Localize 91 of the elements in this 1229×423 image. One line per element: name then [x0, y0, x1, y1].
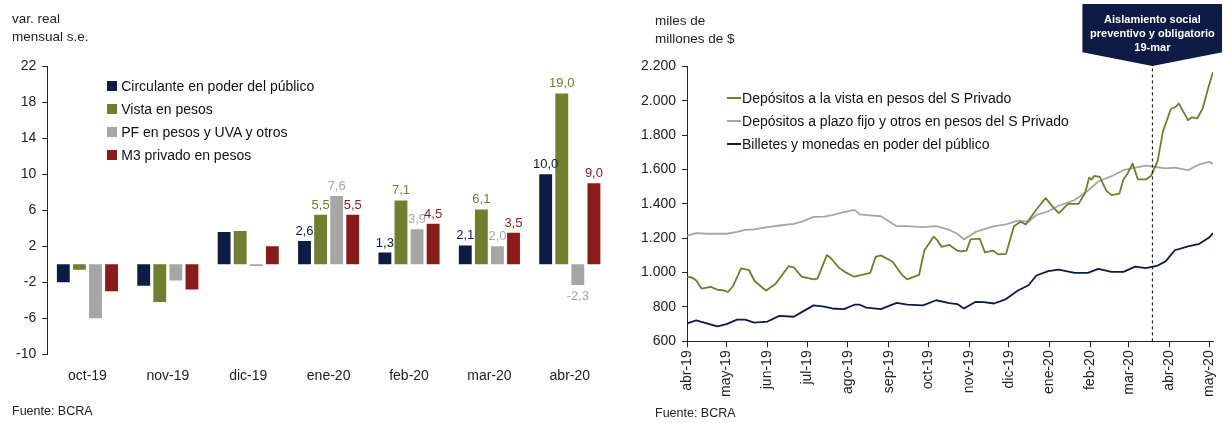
data-label: 3,5 [504, 214, 523, 230]
data-label: 4,5 [424, 205, 443, 221]
x-tick-label: ago-19 [838, 350, 855, 394]
bar [410, 229, 424, 265]
y-tick-label: 2 [28, 237, 37, 254]
data-label: 6,1 [472, 191, 491, 207]
x-tick-label: mar-20 [1119, 350, 1136, 395]
bar [298, 240, 311, 265]
bar [330, 195, 344, 265]
x-tick-label: feb-20 [389, 367, 430, 384]
y-tick-label: 800 [652, 297, 677, 314]
bar [426, 223, 440, 265]
bar [153, 264, 167, 303]
y-tick-label: -2 [23, 273, 37, 290]
bar [507, 232, 520, 265]
bar [105, 264, 118, 292]
data-label: -2,3 [566, 288, 590, 304]
data-label: 2,6 [295, 222, 314, 238]
x-tick-label: jul-19 [797, 350, 814, 386]
y-tick-label: 2.200 [640, 57, 677, 74]
legend-label: Depósitos a plazo fijo y otros en pesos del S Privado [742, 112, 1069, 129]
source-note: Fuente: BCRA [12, 404, 93, 418]
bar [89, 264, 102, 319]
data-label: 2,1 [456, 227, 475, 243]
y-tick-label: 2.000 [640, 91, 677, 108]
bar [587, 183, 601, 265]
x-tick-label: dic-19 [999, 350, 1016, 389]
y-axis-title: miles de millones de $ [655, 12, 736, 48]
x-tick-label: sep-19 [879, 350, 896, 394]
y-tick-label: 600 [652, 332, 677, 349]
bar [346, 214, 360, 265]
y-tick-label: 6 [28, 201, 37, 218]
y-tick-label: 10 [20, 165, 37, 182]
x-tick-label: dic-19 [229, 367, 268, 384]
bar [265, 246, 279, 265]
bar [458, 245, 472, 265]
x-tick-label: jun-19 [758, 350, 775, 391]
x-tick-label: nov-19 [960, 350, 977, 394]
y-tick-label: 14 [20, 129, 37, 146]
y-tick-label: 1.200 [640, 229, 677, 246]
data-label: 5,5 [343, 196, 362, 212]
data-label: 19,0 [549, 75, 575, 91]
legend-label: PF en pesos y UVA y otros [121, 123, 288, 140]
data-label: 7,6 [327, 177, 346, 193]
x-tick-label: oct-19 [919, 350, 936, 390]
legend-label: M3 privado en pesos [121, 146, 252, 163]
y-tick-label: 22 [20, 57, 37, 74]
bar [491, 246, 504, 265]
bar [217, 231, 231, 265]
data-label: 7,1 [391, 182, 411, 198]
source-note: Fuente: BCRA [655, 406, 736, 420]
bar [137, 264, 151, 286]
y-axis-title: var. real mensual s.e. [12, 10, 90, 46]
y-tick-label: 1.800 [640, 125, 677, 142]
bar [314, 214, 328, 265]
data-label: 2,0 [488, 228, 507, 244]
bar [378, 252, 392, 265]
bar [539, 174, 553, 265]
y-tick-label: 1.600 [640, 160, 677, 177]
x-tick-label: ene-20 [1040, 350, 1057, 394]
x-tick-label: oct-19 [67, 367, 108, 384]
x-tick-label: abr-20 [1160, 350, 1177, 391]
data-label: 5,5 [311, 196, 330, 212]
x-tick-label: nov-19 [146, 367, 190, 384]
bar [72, 264, 86, 270]
legend-label: Depósitos a la vista en pesos del S Privado [742, 89, 1012, 106]
legend-label: Circulante en poder del público [121, 77, 315, 94]
x-tick-label: mar-20 [467, 367, 512, 384]
ref-line-label: Aislamiento social preventivo y obligatorio 19-mar [1089, 12, 1216, 54]
x-tick-label: abr-19 [677, 350, 694, 391]
bar [233, 230, 247, 265]
x-tick-label: may-19 [717, 350, 734, 397]
y-tick-label: -6 [23, 309, 37, 326]
bar [474, 209, 488, 265]
bar [185, 264, 199, 290]
x-tick-label: ene-20 [306, 367, 351, 384]
x-tick-label: feb-20 [1081, 350, 1098, 391]
legend-label: Vista en pesos [121, 100, 213, 117]
y-tick-label: 18 [20, 93, 37, 110]
x-tick-label: may-20 [1199, 350, 1216, 397]
bar [169, 264, 183, 281]
y-tick-label: -10 [16, 345, 37, 362]
data-label: 1,3 [375, 234, 394, 250]
x-tick-label: abr-20 [549, 367, 591, 384]
bar [56, 264, 70, 283]
legend-label: Billetes y monedas en poder del público [742, 135, 990, 152]
y-tick-label: 1.400 [640, 194, 677, 211]
bar [571, 264, 585, 285]
bar [394, 200, 408, 265]
data-label: 9,0 [584, 165, 603, 181]
y-tick-label: 1.000 [640, 263, 677, 280]
